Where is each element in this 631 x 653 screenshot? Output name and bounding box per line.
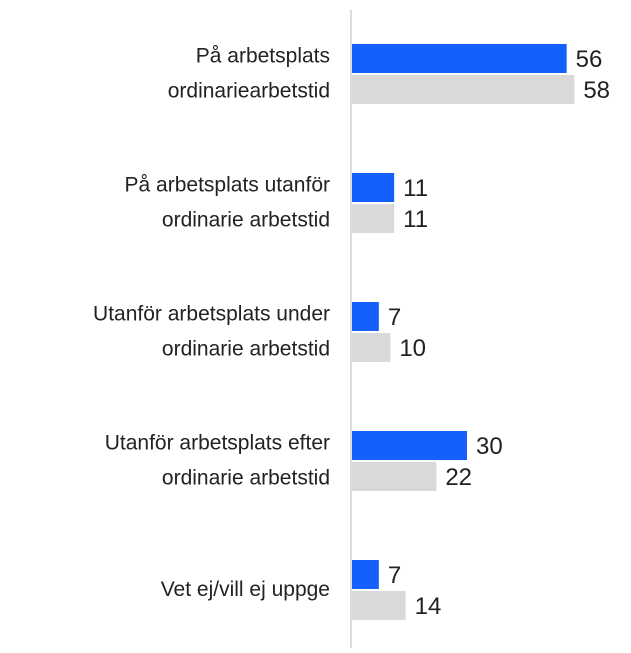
category-label: Utanför arbetsplats efter ordinarie arbet… <box>105 431 330 489</box>
value-label: 11 <box>403 175 428 202</box>
value-label: 10 <box>399 335 426 362</box>
bar <box>352 75 575 104</box>
category-label: Utanför arbetsplats under ordinarie arbet… <box>93 302 330 360</box>
category-label: På arbetsplats utanför ordinarie arbetsti… <box>125 173 330 231</box>
bar <box>352 333 391 362</box>
category-label: På arbetsplats ordinariearbetstid <box>168 44 330 102</box>
category-label: Vet ej/vill ej uppge <box>161 578 330 601</box>
value-label: 7 <box>388 562 401 589</box>
value-label: 14 <box>415 593 442 620</box>
bar <box>352 302 379 331</box>
bar <box>352 560 379 589</box>
bar <box>352 44 567 73</box>
bar <box>352 431 467 460</box>
bar <box>352 204 395 233</box>
value-label: 7 <box>388 304 401 331</box>
value-label: 56 <box>576 46 603 73</box>
bar <box>352 173 395 202</box>
bar <box>352 591 406 620</box>
value-label: 22 <box>445 464 472 491</box>
value-label: 58 <box>583 77 610 104</box>
bar <box>352 462 437 491</box>
value-label: 11 <box>403 206 428 233</box>
value-label: 30 <box>476 433 503 460</box>
